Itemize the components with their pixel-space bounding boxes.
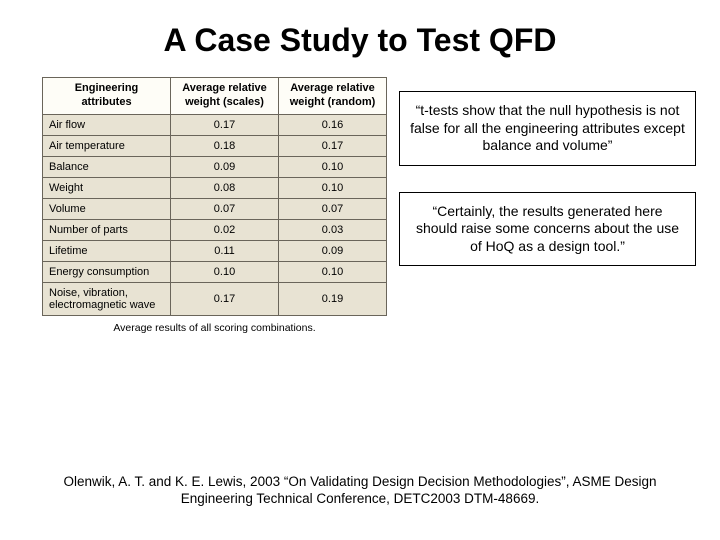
random-cell: 0.10	[279, 261, 387, 282]
table-row: Air temperature0.180.17	[43, 135, 387, 156]
quote-box-2: “Certainly, the results generated here s…	[399, 192, 696, 267]
scales-cell: 0.02	[171, 219, 279, 240]
attributes-table: Engineering attributes Average relative …	[42, 77, 387, 316]
citation-text: Olenwik, A. T. and K. E. Lewis, 2003 “On…	[0, 473, 720, 508]
scales-cell: 0.11	[171, 240, 279, 261]
scales-cell: 0.07	[171, 198, 279, 219]
scales-cell: 0.18	[171, 135, 279, 156]
scales-cell: 0.09	[171, 156, 279, 177]
attr-cell: Air flow	[43, 114, 171, 135]
table-section: Engineering attributes Average relative …	[42, 77, 387, 334]
table-row: Balance0.090.10	[43, 156, 387, 177]
attr-cell: Number of parts	[43, 219, 171, 240]
table-row: Lifetime0.110.09	[43, 240, 387, 261]
scales-cell: 0.10	[171, 261, 279, 282]
col-header-random: Average relative weight (random)	[279, 78, 387, 115]
random-cell: 0.16	[279, 114, 387, 135]
content-row: Engineering attributes Average relative …	[0, 77, 720, 334]
table-row: Air flow0.170.16	[43, 114, 387, 135]
scales-cell: 0.17	[171, 114, 279, 135]
col-header-scales: Average relative weight (scales)	[171, 78, 279, 115]
table-row: Weight0.080.10	[43, 177, 387, 198]
scales-cell: 0.17	[171, 282, 279, 315]
table-row: Volume0.070.07	[43, 198, 387, 219]
random-cell: 0.09	[279, 240, 387, 261]
scales-cell: 0.08	[171, 177, 279, 198]
random-cell: 0.10	[279, 156, 387, 177]
table-row: Number of parts0.020.03	[43, 219, 387, 240]
attr-cell: Weight	[43, 177, 171, 198]
quotes-column: “t-tests show that the null hypothesis i…	[399, 77, 696, 266]
attr-cell: Lifetime	[43, 240, 171, 261]
attr-cell: Air temperature	[43, 135, 171, 156]
random-cell: 0.10	[279, 177, 387, 198]
attr-cell: Volume	[43, 198, 171, 219]
page-title: A Case Study to Test QFD	[0, 0, 720, 77]
table-caption: Average results of all scoring combinati…	[42, 322, 387, 334]
col-header-attr: Engineering attributes	[43, 78, 171, 115]
random-cell: 0.07	[279, 198, 387, 219]
random-cell: 0.03	[279, 219, 387, 240]
random-cell: 0.17	[279, 135, 387, 156]
quote-box-1: “t-tests show that the null hypothesis i…	[399, 91, 696, 166]
table-row: Noise, vibration, electromagnetic wave0.…	[43, 282, 387, 315]
table-header-row: Engineering attributes Average relative …	[43, 78, 387, 115]
attr-cell: Noise, vibration, electromagnetic wave	[43, 282, 171, 315]
random-cell: 0.19	[279, 282, 387, 315]
attr-cell: Balance	[43, 156, 171, 177]
attr-cell: Energy consumption	[43, 261, 171, 282]
table-row: Energy consumption0.100.10	[43, 261, 387, 282]
